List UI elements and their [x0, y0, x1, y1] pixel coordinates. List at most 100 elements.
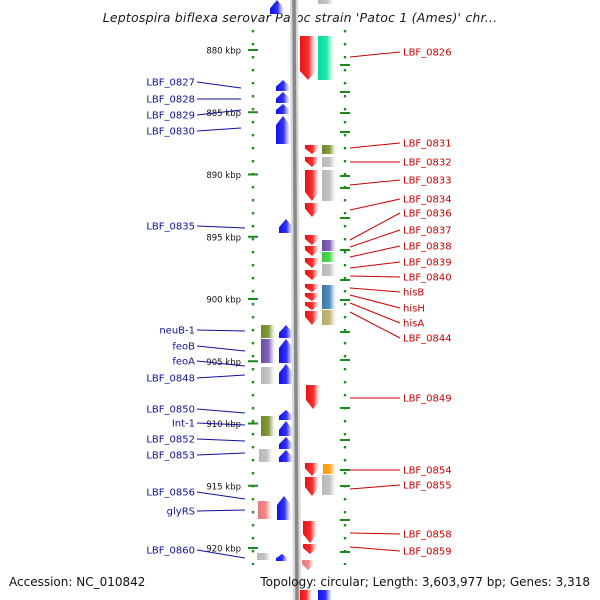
reverse-gene-arrow — [306, 385, 320, 409]
forward-gene-arrow — [279, 325, 293, 338]
right-gene-label: LBF_0855 — [403, 481, 452, 492]
ruler-label: 915 kbp — [206, 482, 241, 492]
cog-category-box — [322, 145, 336, 154]
right-label-leader — [349, 142, 401, 149]
reverse-gene-arrow — [305, 477, 319, 496]
cog-category-box — [322, 310, 336, 325]
backbone-line — [292, 0, 299, 600]
reverse-gene-arrow — [305, 157, 319, 167]
right-label-leader — [349, 261, 401, 269]
right-label-leader — [349, 198, 401, 211]
accession-text: Accession: NC_010842 — [9, 575, 146, 589]
ruler-label: 885 kbp — [206, 109, 241, 119]
left-label-leader — [196, 422, 246, 426]
partial-cog-box — [318, 0, 334, 4]
right-label-leader — [349, 245, 401, 258]
right-label-leader — [349, 546, 401, 552]
reverse-gene-arrow — [303, 521, 317, 543]
forward-gene-arrow — [276, 116, 290, 144]
partial-reverse-box — [300, 590, 312, 600]
right-label-leader — [349, 229, 401, 248]
left-gene-label: LBF_0853 — [146, 451, 195, 462]
reverse-gene-arrow — [305, 258, 319, 268]
forward-gene-arrow — [276, 92, 290, 103]
reverse-gene-arrow — [305, 246, 319, 256]
cog-category-box — [322, 240, 336, 251]
cog-category-box — [261, 325, 275, 338]
left-gene-label: glyRS — [167, 507, 195, 518]
reverse-gene-arrow — [300, 36, 316, 80]
forward-gene-arrow — [279, 450, 293, 462]
right-label-leader — [349, 302, 401, 324]
left-label-leader — [196, 549, 246, 559]
forward-gene-arrow — [279, 437, 293, 449]
forward-gene-arrow — [276, 104, 290, 114]
left-gene-label: LBF_0848 — [146, 374, 195, 385]
reverse-gene-arrow — [305, 302, 319, 310]
left-label-leader — [196, 345, 246, 352]
ruler-label: 890 kbp — [206, 171, 241, 181]
cog-category-box — [261, 416, 275, 436]
left-label-leader — [196, 438, 246, 442]
left-label-leader — [196, 225, 246, 229]
reverse-gene-arrow — [305, 293, 319, 301]
right-gene-label: LBF_0854 — [403, 466, 452, 477]
forward-gene-arrow — [279, 410, 293, 420]
right-gene-label: LBF_0836 — [403, 209, 452, 220]
ruler-label: 880 kbp — [206, 47, 241, 57]
forward-gene-arrow — [276, 80, 290, 91]
right-label-leader — [349, 484, 401, 490]
right-gene-label: LBF_0832 — [403, 158, 452, 169]
cog-category-box — [261, 339, 275, 363]
left-gene-label: Int-1 — [172, 419, 195, 430]
right-gene-label: LBF_0858 — [403, 530, 452, 541]
cog-category-box — [323, 464, 336, 474]
reverse-gene-arrow — [305, 170, 319, 201]
ruler-label: 900 kbp — [206, 296, 241, 306]
right-label-leader — [349, 212, 401, 241]
reverse-gene-arrow — [305, 311, 319, 325]
cog-category-box — [258, 501, 272, 519]
reverse-gene-arrow — [305, 145, 319, 154]
forward-gene-arrow — [279, 421, 293, 436]
ruler-label: 910 kbp — [206, 420, 241, 430]
left-label-leader — [196, 452, 246, 456]
left-gene-label: feoA — [172, 357, 195, 368]
ruler-label: 905 kbp — [206, 358, 241, 368]
right-gene-label: LBF_0844 — [403, 334, 452, 345]
right-gene-label: hisB — [403, 288, 424, 299]
left-label-leader — [196, 329, 246, 332]
cog-category-box — [322, 170, 336, 201]
right-label-leader — [349, 532, 401, 535]
forward-gene-arrow — [279, 339, 293, 363]
reverse-gene-arrow — [303, 544, 317, 554]
left-gene-label: LBF_0829 — [146, 111, 195, 122]
cog-category-box — [322, 264, 336, 276]
forward-gene-arrow — [277, 496, 291, 520]
left-label-leader — [196, 127, 242, 132]
cog-category-box — [259, 449, 273, 462]
left-gene-label: LBF_0856 — [146, 488, 195, 499]
cog-category-box — [318, 36, 334, 80]
forward-gene-arrow — [279, 219, 293, 233]
right-label-leader — [349, 311, 401, 339]
right-label-leader — [349, 179, 401, 186]
left-label-leader — [196, 360, 246, 367]
cog-category-box — [261, 367, 275, 384]
right-gene-label: LBF_0833 — [403, 176, 452, 187]
left-label-leader — [196, 374, 246, 379]
reverse-gene-arrow — [305, 284, 319, 292]
cog-category-box — [322, 157, 336, 167]
right-label-leader — [349, 275, 401, 278]
reverse-gene-arrow — [305, 235, 319, 245]
left-gene-label: LBF_0830 — [146, 127, 195, 138]
left-label-leader — [196, 491, 246, 500]
reverse-gene-arrow — [305, 203, 319, 217]
map-title: Leptospira biflexa serovar Patoc strain … — [102, 10, 498, 25]
left-label-leader — [196, 109, 242, 116]
right-label-leader — [349, 51, 401, 58]
right-gene-label: LBF_0859 — [403, 547, 452, 558]
right-gene-label: LBF_0849 — [403, 394, 452, 405]
